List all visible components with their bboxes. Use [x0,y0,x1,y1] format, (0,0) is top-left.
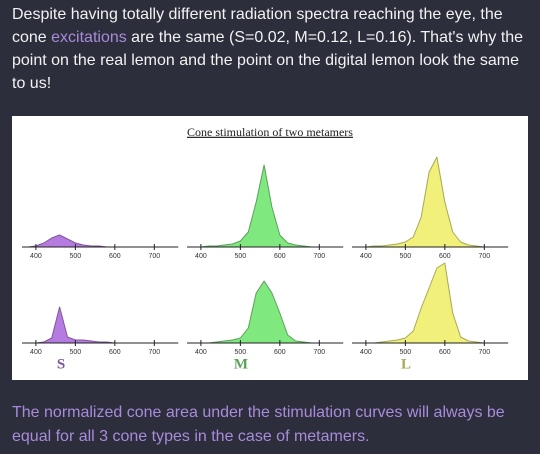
x-tick-label: 400 [30,349,42,356]
x-tick-label: 700 [478,253,490,260]
x-tick-label: 500 [70,349,82,356]
x-tick-label: 700 [478,349,490,356]
x-tick-label: 500 [235,349,247,356]
x-tick-label: 400 [30,253,42,260]
x-tick-label: 400 [195,253,207,260]
x-tick-label: 600 [274,349,286,356]
x-tick-label: 500 [70,253,82,260]
x-tick-label: 600 [109,349,121,356]
x-tick-label: 400 [360,349,372,356]
intro-text: are the same (S=0.02, M=0.12, L=0.16). T… [12,29,524,92]
x-tick-label: 500 [400,253,412,260]
cone-label: S [57,356,65,372]
x-tick-label: 700 [148,253,160,260]
x-tick-label: 600 [439,253,451,260]
x-tick-label: 700 [148,349,160,356]
x-tick-label: 600 [274,253,286,260]
outro-paragraph: The normalized cone area under the stimu… [12,404,505,445]
x-tick-label: 400 [195,349,207,356]
x-tick-label: 400 [360,253,372,260]
x-tick-label: 500 [400,349,412,356]
x-tick-label: 600 [109,253,121,260]
cone-label: L [401,356,411,372]
figure-title: Cone stimulation of two metamers [187,125,353,139]
x-tick-label: 600 [439,349,451,356]
intro-text: Despite having totally different radiati… [12,6,503,46]
highlight: excitations [51,29,127,46]
intro-paragraph: Despite having totally different radiati… [12,3,532,95]
x-tick-label: 700 [313,253,325,260]
x-tick-label: 500 [235,253,247,260]
figure: Cone stimulation of two metamers 400 500 6… [12,116,528,380]
x-tick-label: 700 [313,349,325,356]
cone-label: M [234,356,248,372]
